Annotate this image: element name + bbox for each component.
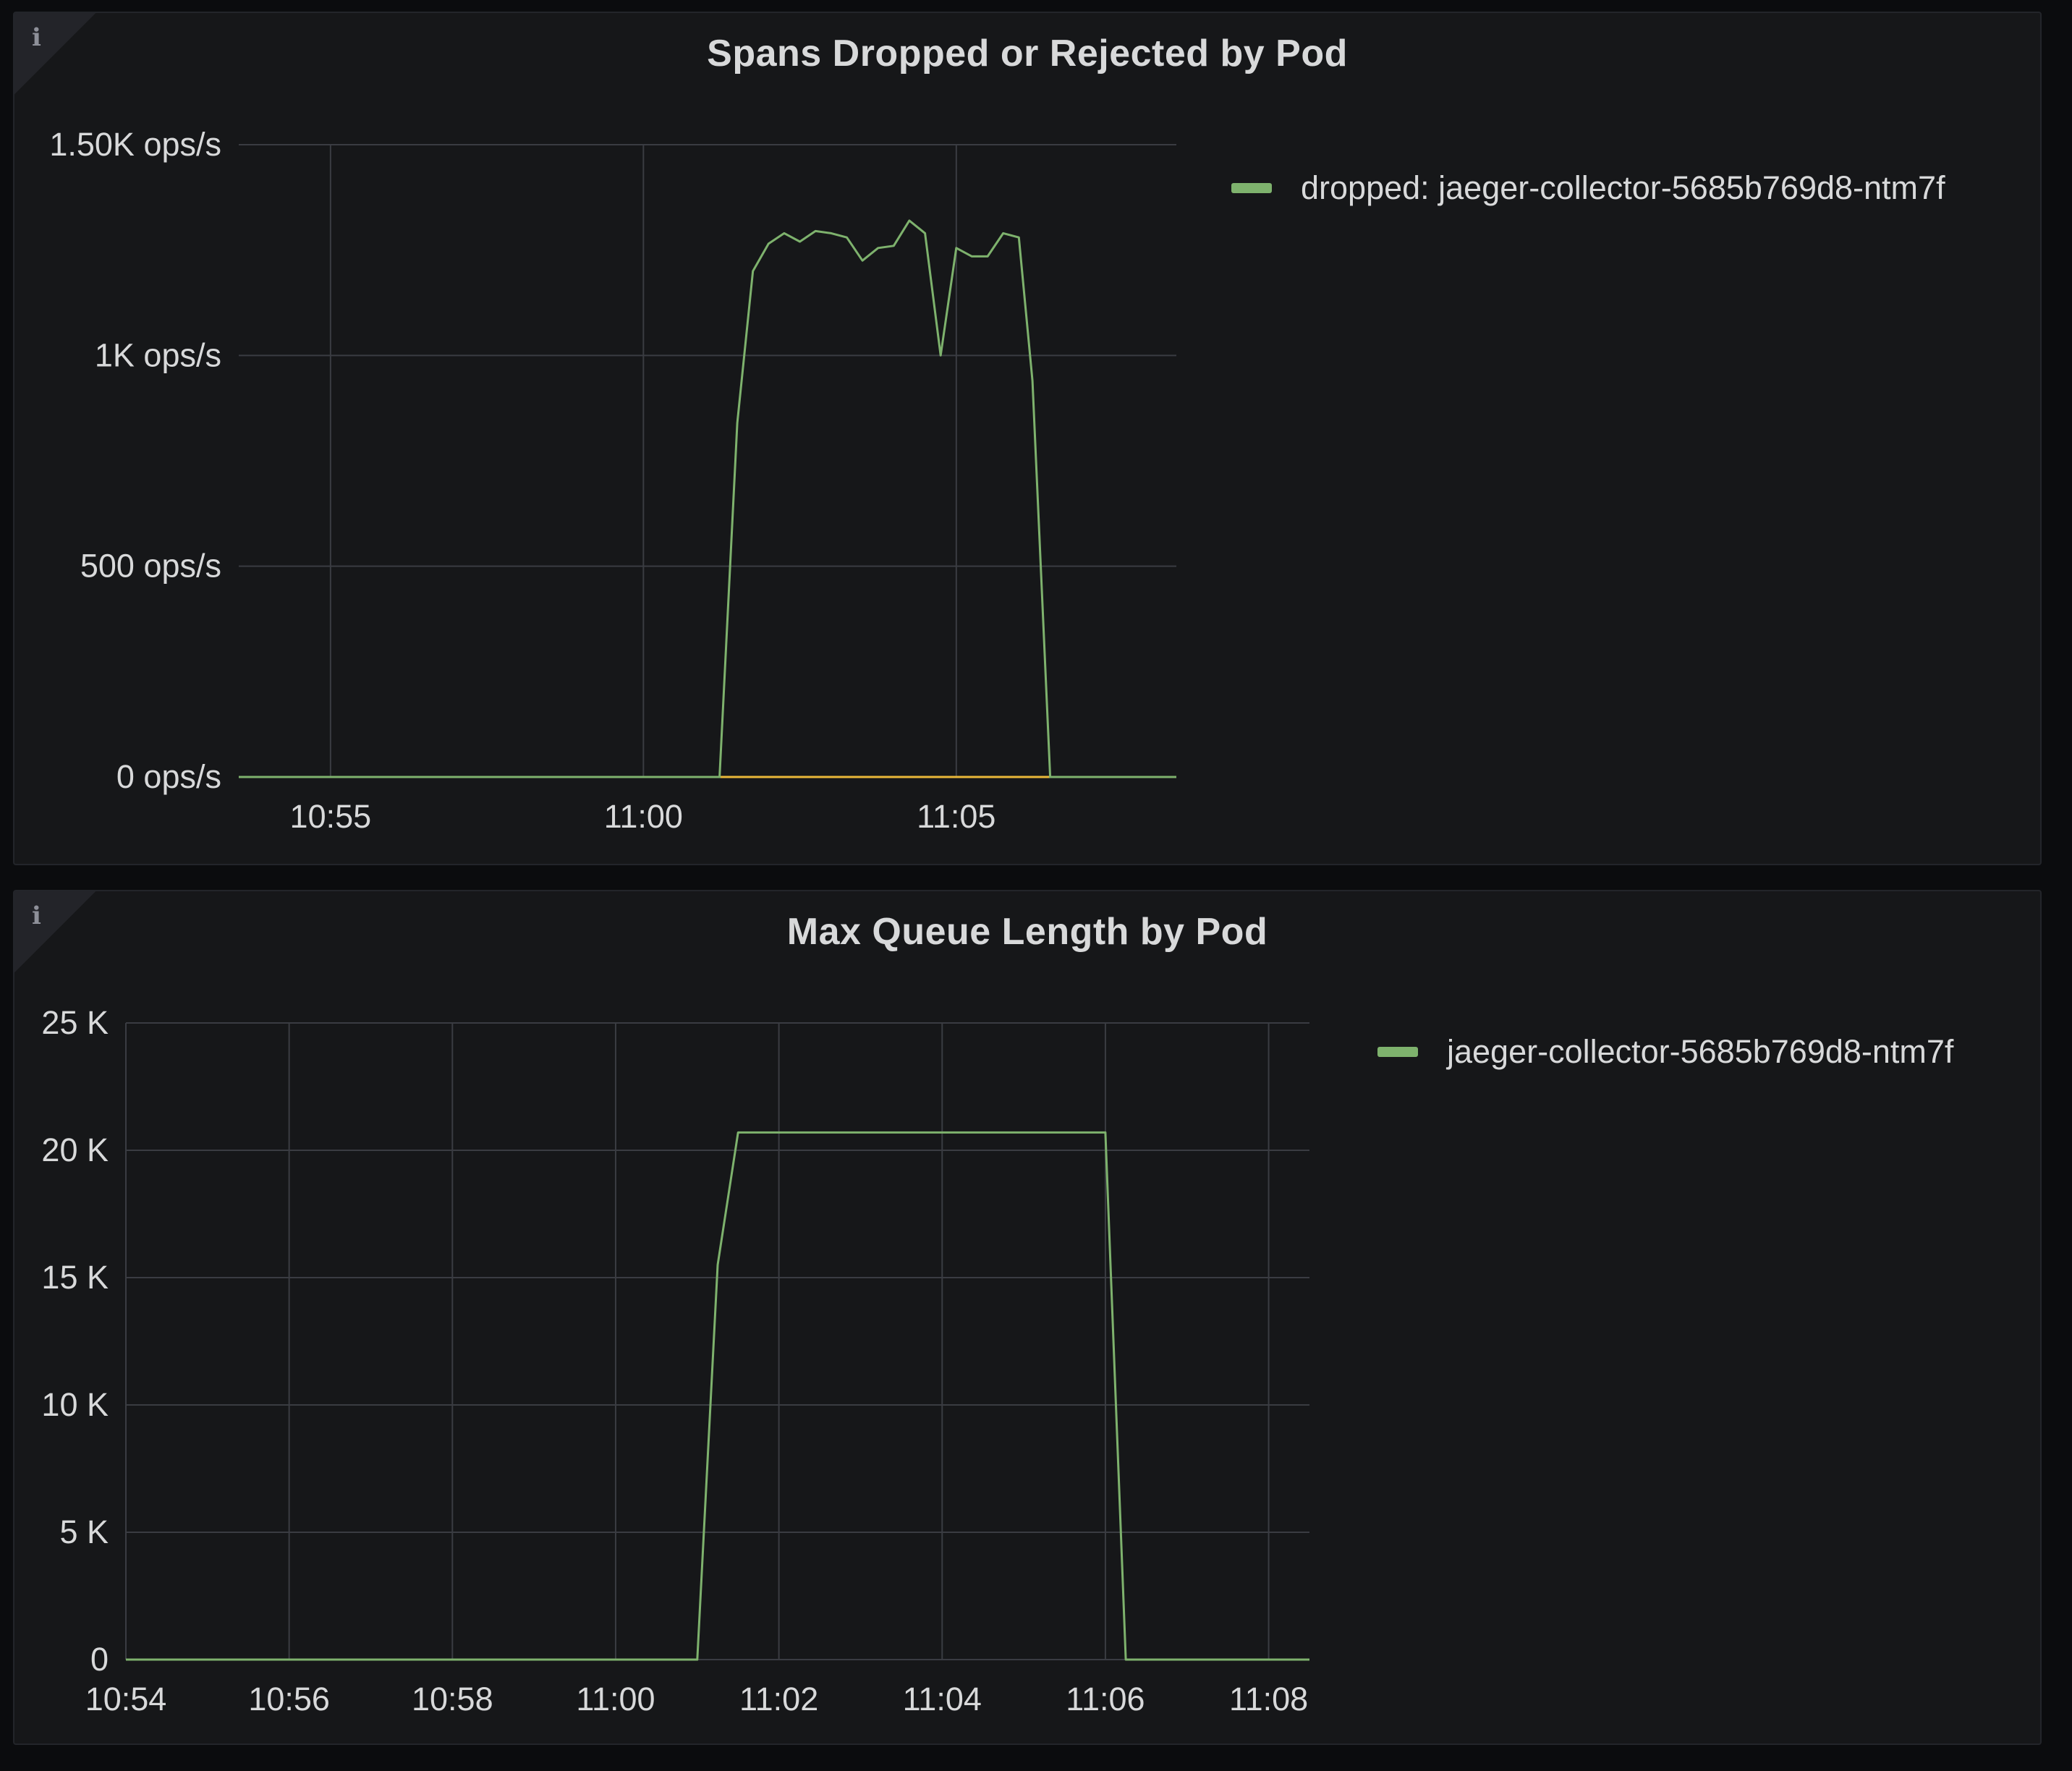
x-tick-label: 11:06 [1066,1681,1145,1717]
x-tick-label: 11:08 [1229,1681,1308,1717]
info-icon[interactable]: i [32,23,41,52]
x-tick-label: 10:58 [412,1681,493,1717]
x-tick-label: 11:02 [739,1681,818,1717]
legend-item[interactable]: jaeger-collector-5685b769d8-ntm7f [1377,1033,1953,1071]
legend-swatch [1231,183,1272,193]
y-tick-label: 1.50K ops/s [49,126,221,163]
x-tick-label: 11:05 [917,798,995,835]
y-tick-label: 10 K [41,1386,109,1423]
x-tick-label: 10:56 [248,1681,330,1717]
x-tick-label: 11:00 [576,1681,655,1717]
panel-title[interactable]: Spans Dropped or Rejected by Pod [707,33,1348,75]
legend-item[interactable]: dropped: jaeger-collector-5685b769d8-ntm… [1231,169,1945,207]
legend-label[interactable]: jaeger-collector-5685b769d8-ntm7f [1447,1033,1954,1070]
spans-dropped-panel: i Spans Dropped or Rejected by Pod 0 ops… [13,12,2042,865]
x-tick-label: 11:04 [903,1681,982,1717]
spans-dropped-chart: 0 ops/s 500 ops/s 1K ops/s 1.50K ops/s 10:55… [49,126,1176,835]
max-queue-panel: i Max Queue Length by Pod 0 5 K 10 K 15 K 20… [13,890,2042,1745]
y-tick-label: 5 K [59,1513,109,1550]
panel-title[interactable]: Max Queue Length by Pod [786,911,1268,953]
y-tick-label: 20 K [41,1131,109,1168]
legend-swatch [1377,1047,1418,1057]
y-tick-label: 15 K [41,1259,109,1296]
y-tick-label: 500 ops/s [80,548,221,585]
x-tick-label: 10:55 [290,798,372,835]
y-tick-label: 25 K [41,1004,109,1041]
info-icon[interactable]: i [32,901,41,930]
y-tick-label: 1K ops/s [95,336,221,373]
panel-info-corner[interactable]: i [14,13,95,94]
x-tick-label: 11:00 [604,798,683,835]
y-tick-label: 0 [90,1641,109,1678]
panel-info-corner[interactable]: i [14,891,95,972]
x-tick-label: 10:54 [85,1681,167,1717]
series-line[interactable] [126,1131,1309,1661]
legend-label[interactable]: dropped: jaeger-collector-5685b769d8-ntm… [1301,169,1945,206]
y-tick-label: 0 ops/s [116,758,221,795]
series-line[interactable] [239,219,1176,778]
max-queue-chart: 0 5 K 10 K 15 K 20 K 25 K 10:54 10:56 10:58 11:00… [41,1004,1309,1717]
